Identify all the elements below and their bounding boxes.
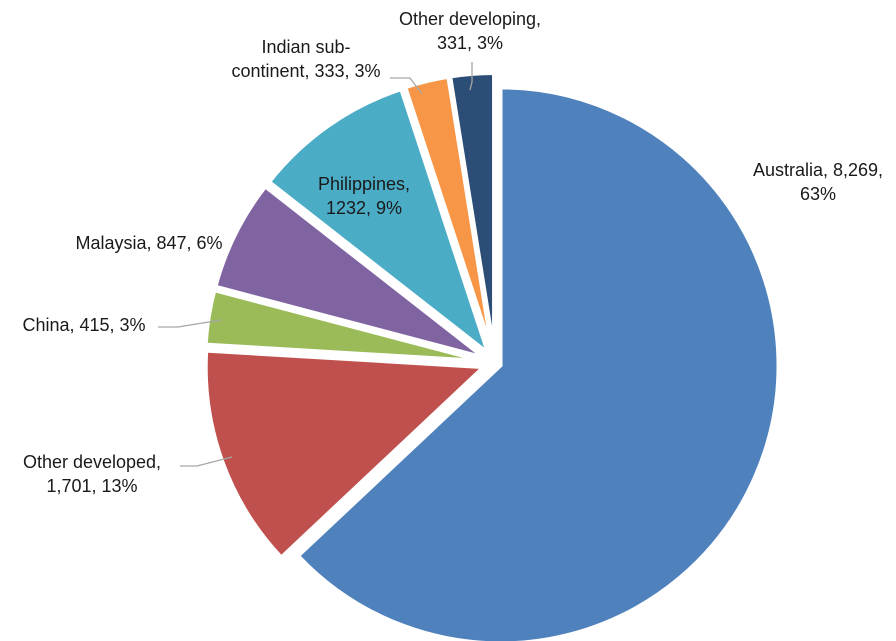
data-label-philippines: Philippines, 1232, 9% xyxy=(318,174,410,218)
pie-slice-other-developed xyxy=(203,348,489,561)
data-label-line: Australia, 8,269, xyxy=(753,160,883,180)
data-label-line: Other developed, xyxy=(23,452,161,472)
data-label-line: continent, 333, 3% xyxy=(231,61,380,81)
data-label-australia: Australia, 8,269, 63% xyxy=(753,160,883,204)
data-label-line: 1232, 9% xyxy=(326,198,402,218)
data-label-line: Philippines, xyxy=(318,174,410,194)
leader-line-indian-sub-continent xyxy=(390,77,423,95)
data-label-line: Indian sub- xyxy=(261,37,350,57)
data-label-malaysia: Malaysia, 847, 6% xyxy=(75,233,222,253)
data-labels: Australia, 8,269, 63% Other developed, 1,70… xyxy=(22,9,883,496)
leader-line-other-developed xyxy=(180,456,233,467)
data-label-line: 331, 3% xyxy=(437,33,503,53)
leader-line-other-developing xyxy=(469,62,473,91)
leader-line-china xyxy=(158,319,222,328)
data-label-line: China, 415, 3% xyxy=(22,315,145,335)
pie-slice-malaysia xyxy=(213,183,486,360)
leader-lines xyxy=(158,62,473,467)
data-label-line: 1,701, 13% xyxy=(46,476,137,496)
data-label-line: Other developing, xyxy=(399,9,541,29)
data-label-line: 63% xyxy=(800,184,836,204)
pie-slice-philippines xyxy=(266,86,493,359)
pie-slice-australia xyxy=(295,85,781,641)
pie-slice-china xyxy=(203,287,484,364)
data-label-china: China, 415, 3% xyxy=(22,315,145,335)
data-label-line: Malaysia, 847, 6% xyxy=(75,233,222,253)
data-label-indian-sub-continent: Indian sub-continent, 333, 3% xyxy=(231,37,380,81)
data-label-other-developing: Other developing, 331, 3% xyxy=(399,9,541,53)
data-label-other-developed: Other developed, 1,701, 13% xyxy=(23,452,161,496)
pie-slices xyxy=(203,71,781,641)
